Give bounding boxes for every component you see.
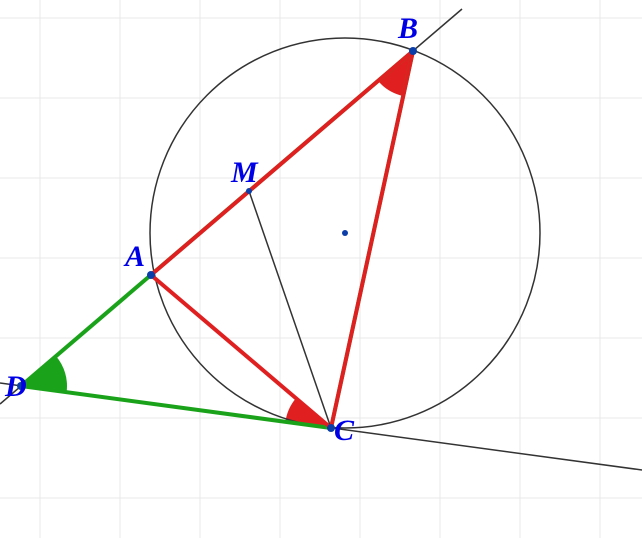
geometry-diagram: B M A D C xyxy=(0,0,642,538)
label-B: B xyxy=(397,12,418,45)
point-B xyxy=(409,47,417,55)
point-A xyxy=(147,271,155,279)
label-C: C xyxy=(334,414,355,447)
point-O xyxy=(342,230,348,236)
label-A: A xyxy=(123,240,145,273)
label-M: M xyxy=(230,156,259,189)
label-D: D xyxy=(4,370,27,403)
